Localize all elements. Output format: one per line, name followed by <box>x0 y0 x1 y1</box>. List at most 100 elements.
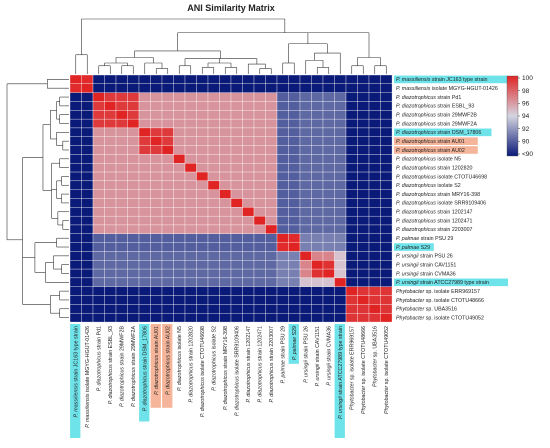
heatmap-cell <box>69 92 82 102</box>
row-label-species: Phytobacter <box>396 289 425 295</box>
heatmap-cell <box>115 233 128 243</box>
row-label-detail: sp. UBA3516 <box>424 307 457 313</box>
row-label-species: P. massiliensis <box>396 86 431 92</box>
heatmap-cell <box>230 313 243 323</box>
heatmap-cell <box>322 145 335 155</box>
heatmap-cell <box>161 304 174 314</box>
heatmap-cell <box>104 118 117 129</box>
heatmap-cell <box>357 92 370 102</box>
row-label-detail: strain CAV1151 <box>419 262 457 268</box>
heatmap-cell <box>104 233 117 243</box>
heatmap-cell <box>138 74 151 85</box>
heatmap-cell <box>115 277 128 287</box>
heatmap-cell <box>161 251 174 261</box>
heatmap-cell <box>368 251 381 261</box>
heatmap-cell <box>92 233 105 243</box>
column-label-group: P. ursingii strain PSU 26 <box>304 326 310 383</box>
heatmap-cell <box>150 136 163 146</box>
heatmap-cell <box>380 215 393 226</box>
row-label: P. diazotrophicus strain 1202147 <box>396 210 473 216</box>
heatmap-cell <box>115 304 128 314</box>
column-label-highlight <box>70 324 81 438</box>
heatmap-cell <box>207 260 220 270</box>
heatmap-cell <box>380 154 393 164</box>
heatmap-cell <box>92 268 105 279</box>
heatmap-cell <box>219 286 232 296</box>
heatmap-cell <box>253 180 266 190</box>
column-label-species: P. ursingii <box>338 395 344 418</box>
heatmap-cell <box>299 207 312 217</box>
heatmap-cell <box>115 118 128 129</box>
heatmap-cell <box>230 268 243 279</box>
heatmap-cell <box>161 145 174 155</box>
heatmap-cell <box>81 277 94 287</box>
row-label-detail: strain 1202820 <box>436 165 473 171</box>
heatmap-cell <box>357 171 370 182</box>
heatmap-cell <box>138 180 151 190</box>
heatmap-cell <box>127 268 140 279</box>
heatmap-cell <box>219 304 232 314</box>
heatmap-cell <box>357 251 370 261</box>
heatmap-cell <box>127 180 140 190</box>
heatmap-cell <box>380 145 393 155</box>
column-label-detail: sp. isolate CTOTU48666 <box>361 326 367 386</box>
colorbar-tick-label: 90 <box>522 139 530 146</box>
row-label: P. diazotrophicus strain AU01 <box>396 139 465 145</box>
heatmap-cell <box>299 233 312 243</box>
heatmap-cell <box>299 277 312 287</box>
heatmap-cell <box>288 92 301 102</box>
heatmap-cell <box>253 110 266 120</box>
heatmap-cell <box>345 233 358 243</box>
heatmap-cell <box>173 171 186 182</box>
row-label: Phytobacter sp. isolate CTOTU49052 <box>396 315 484 321</box>
heatmap-cell <box>115 163 128 173</box>
heatmap-cell <box>127 251 140 261</box>
heatmap-cell <box>127 154 140 164</box>
heatmap-cell <box>299 145 312 155</box>
heatmap-cell <box>288 136 301 146</box>
heatmap-cell <box>92 313 105 323</box>
row-label-species: P. diazotrophicus <box>396 227 436 233</box>
heatmap-cell <box>219 295 232 305</box>
heatmap-cell <box>357 180 370 190</box>
heatmap-cell <box>207 198 220 208</box>
row-label-species: P. diazotrophicus <box>396 210 436 216</box>
heatmap-cell <box>345 163 358 173</box>
heatmap-cell <box>127 313 140 323</box>
heatmap-cell <box>150 189 163 199</box>
heatmap-cell <box>196 118 209 129</box>
heatmap-cell <box>276 251 289 261</box>
heatmap-cell <box>368 215 381 226</box>
heatmap-cell <box>81 286 94 296</box>
heatmap-cell <box>104 136 117 146</box>
colorbar-tick-label: 96 <box>522 101 530 108</box>
heatmap-cell <box>184 83 197 93</box>
heatmap-cell <box>150 295 163 305</box>
heatmap-cell <box>219 171 232 182</box>
column-label-group: P. diazotrophicus strain DSM_17806 <box>139 324 150 422</box>
column-label-species: P. palmae <box>292 337 298 360</box>
heatmap-cell <box>334 92 347 102</box>
heatmap-cell <box>334 101 347 111</box>
heatmap-cell <box>345 304 358 314</box>
heatmap-cell <box>150 154 163 164</box>
heatmap-cell <box>161 268 174 279</box>
heatmap-cell <box>219 207 232 217</box>
heatmap-cell <box>219 127 232 137</box>
heatmap-cell <box>242 101 255 111</box>
heatmap-cell <box>196 233 209 243</box>
column-label-detail: strain 29MWF2B <box>120 326 126 367</box>
heatmap-cell <box>288 304 301 314</box>
row-label-species: P. palmae <box>396 245 419 251</box>
column-label-group: P. diazotrophicus strain ESBL_93 <box>108 326 114 404</box>
row-label-detail: strain 1202147 <box>436 210 473 216</box>
heatmap-cell <box>127 145 140 155</box>
row-label: P. diazotrophicus strain DSM_17806 <box>396 130 481 136</box>
column-label-species: P. diazotrophicus <box>212 350 218 390</box>
heatmap-cell <box>92 92 105 102</box>
column-label-detail: strain CAV1151 <box>315 326 321 364</box>
heatmap-cell <box>219 118 232 129</box>
heatmap-cell <box>138 154 151 164</box>
heatmap-cell <box>311 215 324 226</box>
